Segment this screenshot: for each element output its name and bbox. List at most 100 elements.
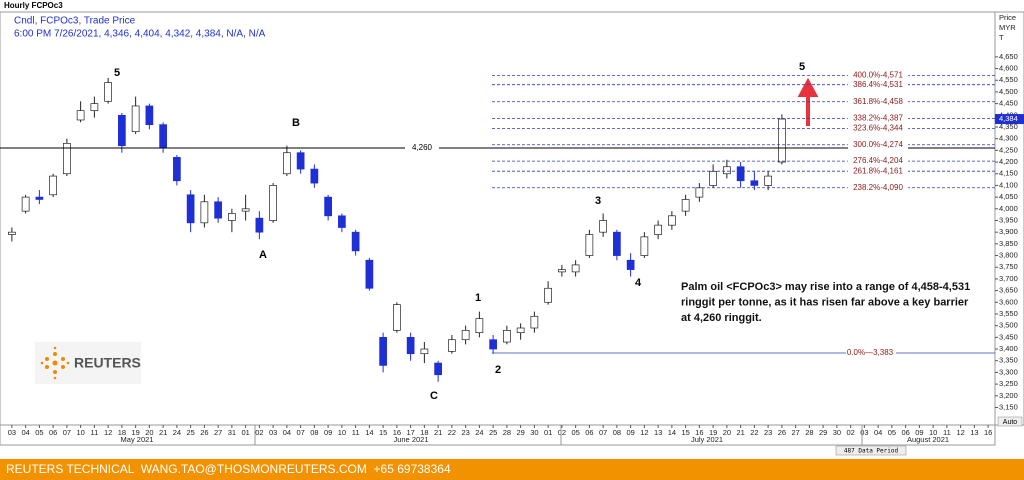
base-label-bg bbox=[846, 348, 896, 358]
y-tick-label: 3,500 bbox=[999, 321, 1018, 330]
last-price-label: 4,384 bbox=[999, 114, 1018, 123]
x-tick-label: 09 bbox=[915, 428, 923, 437]
y-tick-label: 4,150 bbox=[999, 169, 1018, 178]
legend-line: 6:00 PM 7/26/2021, 4,346, 4,404, 4,342, … bbox=[14, 29, 266, 40]
x-tick-label: 20 bbox=[145, 428, 153, 437]
fib-label: 323.6%-4,344 bbox=[853, 124, 903, 133]
x-tick-label: 25 bbox=[489, 428, 497, 437]
candle-body bbox=[613, 231, 621, 256]
x-tick-label: 07 bbox=[63, 428, 71, 437]
x-tick-label: 01 bbox=[544, 428, 552, 437]
x-tick-label: 07 bbox=[296, 428, 304, 437]
wave-label: 5 bbox=[799, 61, 805, 73]
wave-label: A bbox=[259, 249, 267, 261]
x-tick-label: 12 bbox=[104, 428, 112, 437]
x-tick-label: 25 bbox=[186, 428, 194, 437]
candle-body bbox=[351, 231, 360, 252]
candle-body bbox=[159, 124, 167, 149]
candle-body bbox=[76, 110, 85, 121]
x-tick-label: 27 bbox=[214, 428, 222, 437]
fib-label-bg bbox=[848, 97, 908, 107]
fib-label-bg bbox=[848, 70, 908, 80]
annotation: Palm oil <FCPOc3> may rise into a range … bbox=[681, 281, 970, 293]
candle-body bbox=[516, 327, 525, 334]
fib-label-bg bbox=[848, 166, 908, 176]
wave-label: C bbox=[430, 390, 438, 402]
x-tick-label: 03 bbox=[269, 428, 277, 437]
candle-body bbox=[461, 329, 470, 341]
x-tick-label: 05 bbox=[35, 428, 43, 437]
candle-body bbox=[228, 213, 236, 221]
x-tick-label: 10 bbox=[76, 428, 84, 437]
x-axis-band bbox=[0, 424, 996, 446]
axis-label: Price bbox=[999, 13, 1016, 22]
x-tick-label: 04 bbox=[874, 428, 882, 437]
candle-body bbox=[63, 143, 71, 175]
x-tick-label: 22 bbox=[448, 428, 456, 437]
data-period: 487 Data Period bbox=[844, 448, 899, 455]
fib-label: 261.8%-4,161 bbox=[853, 166, 903, 175]
price-axis-panel bbox=[994, 11, 1024, 426]
candle-body bbox=[585, 234, 594, 256]
candle-body bbox=[668, 215, 676, 226]
candle-body bbox=[214, 201, 222, 219]
candle-body bbox=[420, 348, 429, 355]
fib-label: 300.0%-4,274 bbox=[853, 140, 903, 149]
candle-body bbox=[750, 180, 759, 186]
y-tick-label: 4,350 bbox=[999, 122, 1018, 131]
fib-label-bg bbox=[848, 156, 908, 166]
candle-body bbox=[475, 318, 484, 334]
y-tick-label: 4,000 bbox=[999, 204, 1018, 213]
last-price-box bbox=[995, 114, 1024, 125]
month-label: June 2021 bbox=[393, 435, 428, 444]
candle-body bbox=[118, 114, 126, 147]
x-tick-label: 19 bbox=[131, 428, 139, 437]
y-tick-label: 3,250 bbox=[999, 379, 1018, 388]
fib-label-bg bbox=[848, 113, 908, 123]
x-tick-label: 17 bbox=[406, 428, 414, 437]
y-tick-label: 4,450 bbox=[999, 99, 1018, 108]
x-tick-label: 13 bbox=[970, 428, 978, 437]
x-tick-label: 16 bbox=[695, 428, 703, 437]
month-label: August 2021 bbox=[907, 435, 949, 444]
x-tick-label: 04 bbox=[21, 428, 29, 437]
x-tick-label: 11 bbox=[352, 428, 360, 437]
x-tick-label: 21 bbox=[736, 428, 744, 437]
legend-line: Cndl, FCPOc3, Trade Price bbox=[14, 16, 136, 27]
candle-body bbox=[681, 199, 690, 212]
x-tick-label: 30 bbox=[530, 428, 538, 437]
x-tick-label: 08 bbox=[310, 428, 318, 437]
y-tick-label: 4,250 bbox=[999, 145, 1018, 154]
x-tick-label: 28 bbox=[805, 428, 813, 437]
x-tick-label: 18 bbox=[420, 428, 428, 437]
x-tick-label: 13 bbox=[654, 428, 662, 437]
candle-body bbox=[434, 362, 442, 376]
x-tick-label: 07 bbox=[599, 428, 607, 437]
candle-body bbox=[90, 103, 99, 111]
candle-body bbox=[448, 339, 456, 352]
x-tick-label: 10 bbox=[338, 428, 346, 437]
x-tick-label: 15 bbox=[681, 428, 689, 437]
x-tick-label: 11 bbox=[90, 428, 98, 437]
x-tick-label: 28 bbox=[503, 428, 511, 437]
y-tick-label: 3,600 bbox=[999, 297, 1018, 306]
annotation: ringgit per tonne, as it has risen far a… bbox=[681, 296, 969, 308]
wave-label: 4 bbox=[635, 277, 642, 289]
candle-body bbox=[200, 201, 209, 224]
candle-body bbox=[489, 339, 497, 350]
x-tick-label: 24 bbox=[475, 428, 483, 437]
x-tick-label: 16 bbox=[393, 428, 401, 437]
y-tick-label: 4,100 bbox=[999, 180, 1018, 189]
candle-body bbox=[8, 231, 16, 235]
y-tick-label: 4,550 bbox=[999, 75, 1018, 84]
y-tick-label: 3,800 bbox=[999, 251, 1018, 260]
x-tick-label: 09 bbox=[324, 428, 332, 437]
x-tick-label: 18 bbox=[118, 428, 126, 437]
fib-label-bg bbox=[848, 123, 908, 133]
fib-label-bg bbox=[848, 80, 908, 90]
wave-label: 5 bbox=[114, 67, 120, 79]
fib-label-bg bbox=[848, 183, 908, 193]
y-tick-label: 3,400 bbox=[999, 344, 1018, 353]
candle-body bbox=[736, 166, 745, 182]
